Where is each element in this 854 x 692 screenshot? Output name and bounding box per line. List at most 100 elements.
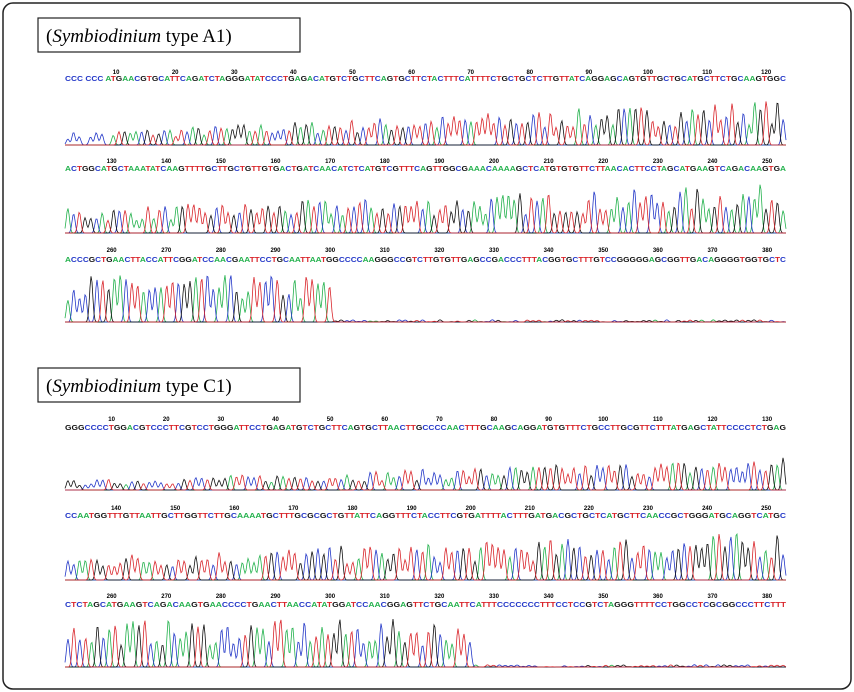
position-number: 90 <box>586 70 593 76</box>
sequence: CCC CCC ATGAACGTGCATTCAGATCTAGGGATATCCCT… <box>65 76 786 83</box>
title-italic: Symbiodinium <box>52 26 161 47</box>
trace <box>65 461 786 491</box>
position-number: 350 <box>598 594 609 600</box>
position-number: 130 <box>762 417 773 423</box>
position-number: 240 <box>707 159 718 165</box>
title-italic: Symbiodinium <box>52 376 161 397</box>
position-number: 310 <box>380 248 391 254</box>
position-number: 330 <box>489 594 500 600</box>
position-number: 190 <box>434 159 445 165</box>
position-number: 80 <box>491 417 498 423</box>
position-number: 290 <box>270 248 281 254</box>
position-number: 50 <box>327 417 334 423</box>
position-number: 270 <box>161 594 172 600</box>
position-number: 250 <box>761 506 772 512</box>
sequence: CTCTAGCATGAAGTCAGACAAGTGAACCCCTGAACTTAAC… <box>65 602 787 609</box>
position-number: 270 <box>161 248 172 254</box>
position-number: 350 <box>598 248 609 254</box>
position-number: 320 <box>434 594 445 600</box>
position-number: 200 <box>489 159 500 165</box>
position-number: 40 <box>290 70 297 76</box>
position-number: 70 <box>467 70 474 76</box>
position-number: 30 <box>218 417 225 423</box>
position-number: 330 <box>489 248 500 254</box>
position-number: 140 <box>111 506 122 512</box>
position-number: 370 <box>707 248 718 254</box>
position-number: 180 <box>347 506 358 512</box>
position-number: 340 <box>544 248 555 254</box>
position-number: 70 <box>436 417 443 423</box>
position-number: 320 <box>434 248 445 254</box>
position-number: 100 <box>598 417 609 423</box>
position-number: 160 <box>229 506 240 512</box>
position-number: 20 <box>163 417 170 423</box>
panel-title: (Symbiodinium type A1) <box>46 26 232 47</box>
position-number: 120 <box>707 417 718 423</box>
position-number: 110 <box>702 70 712 76</box>
trace <box>65 194 786 234</box>
trace <box>65 619 787 668</box>
sequence: ACTGGCATGCTAAATATCAAGTTTTGCTTGCTGTTGTGAC… <box>65 166 786 173</box>
position-number: 300 <box>325 594 336 600</box>
position-number: 360 <box>653 248 664 254</box>
position-number: 210 <box>544 159 555 165</box>
position-number: 30 <box>231 70 238 76</box>
position-number: 60 <box>408 70 415 76</box>
position-number: 290 <box>270 594 281 600</box>
position-number: 190 <box>407 506 418 512</box>
position-number: 90 <box>545 417 552 423</box>
title-rest: type A1) <box>161 26 232 47</box>
position-number: 160 <box>270 159 281 165</box>
position-number: 300 <box>325 248 336 254</box>
title-open: ( <box>46 26 52 47</box>
position-number: 150 <box>170 506 181 512</box>
title-box <box>37 17 301 53</box>
position-number: 120 <box>761 70 772 76</box>
position-number: 380 <box>762 248 773 254</box>
trace <box>65 101 786 146</box>
title-rest: type C1) <box>161 376 232 397</box>
position-number: 230 <box>653 159 664 165</box>
trace <box>65 276 786 323</box>
position-number: 10 <box>113 70 120 76</box>
position-number: 370 <box>707 594 718 600</box>
position-number: 40 <box>272 417 279 423</box>
position-number: 100 <box>643 70 654 76</box>
position-number: 200 <box>466 506 477 512</box>
position-number: 210 <box>525 506 536 512</box>
position-number: 180 <box>380 159 391 165</box>
trace <box>65 533 786 581</box>
position-number: 380 <box>762 594 773 600</box>
position-number: 250 <box>762 159 773 165</box>
position-number: 230 <box>643 506 654 512</box>
sequence: CCAATGGTTTGTTAATTGCTTGGTTCTTGCAAAATGCTTT… <box>65 513 786 520</box>
position-number: 110 <box>653 417 663 423</box>
position-number: 60 <box>381 417 388 423</box>
position-number: 130 <box>107 159 118 165</box>
position-number: 310 <box>380 594 391 600</box>
position-number: 260 <box>107 248 118 254</box>
position-number: 220 <box>584 506 595 512</box>
position-number: 360 <box>653 594 664 600</box>
position-number: 50 <box>349 70 356 76</box>
position-number: 220 <box>598 159 609 165</box>
position-number: 340 <box>544 594 555 600</box>
trace <box>64 108 787 146</box>
sequence: GGGCCCCTGGACGTCCCTTCGTCCTGGGATTCCTGAGATG… <box>65 425 787 432</box>
sequence: ACCCGCTGAACTTACCATTCGGATCCAACGAATTCCTGCA… <box>65 257 786 264</box>
position-number: 280 <box>216 248 227 254</box>
position-number: 280 <box>216 594 227 600</box>
position-number: 80 <box>526 70 533 76</box>
position-number: 150 <box>216 159 227 165</box>
position-number: 140 <box>161 159 172 165</box>
position-number: 20 <box>172 70 179 76</box>
title-box <box>37 367 301 403</box>
title-open: ( <box>46 376 52 397</box>
position-number: 240 <box>702 506 713 512</box>
position-number: 170 <box>288 506 299 512</box>
position-number: 170 <box>325 159 336 165</box>
position-number: 260 <box>107 594 118 600</box>
